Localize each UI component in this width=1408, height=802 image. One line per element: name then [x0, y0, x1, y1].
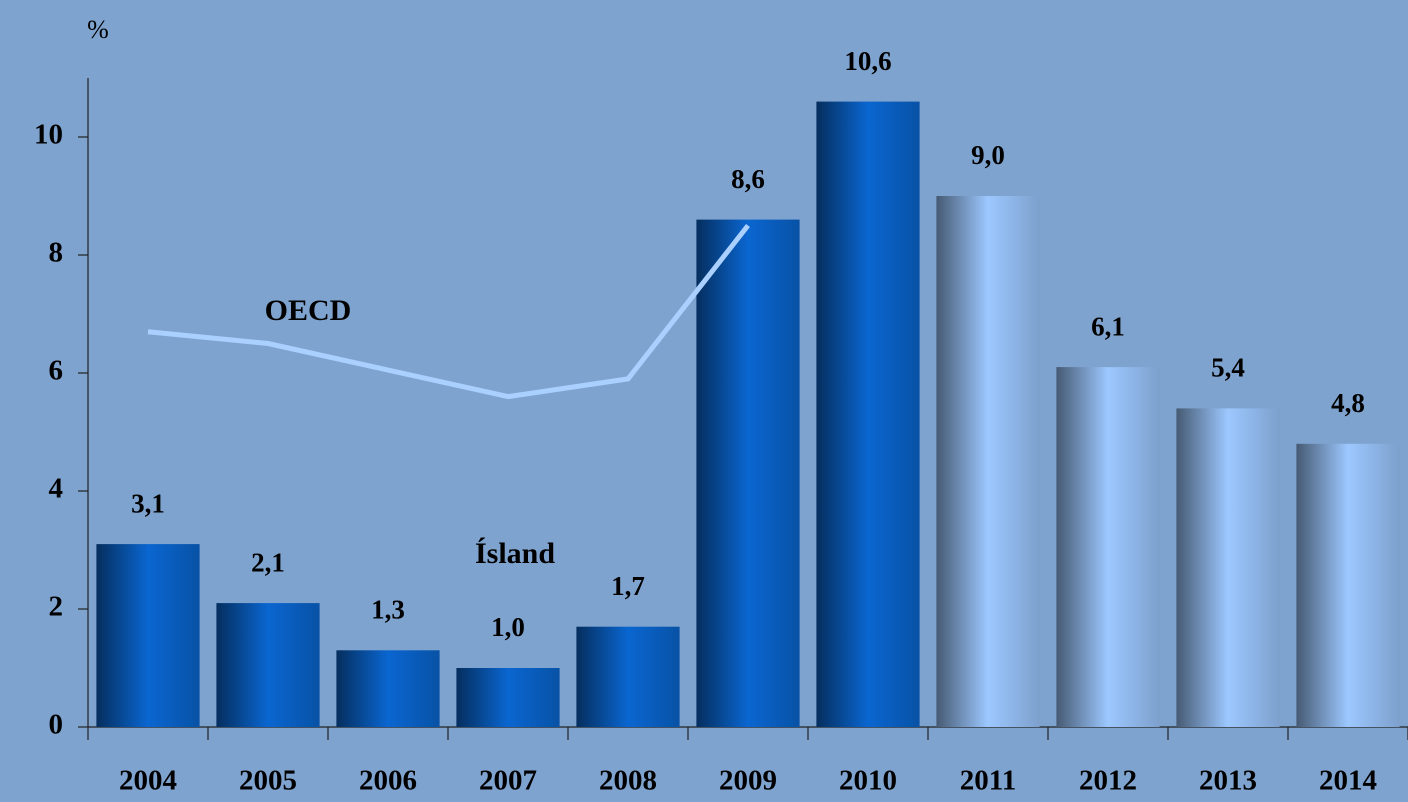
x-tick-label: 2008: [599, 765, 657, 797]
bar: [96, 544, 200, 727]
y-tick-label: 4: [49, 473, 64, 505]
data-label: 1,3: [371, 595, 405, 625]
line: [147, 223, 750, 400]
data-label: 1,7: [611, 571, 645, 601]
data-label: 8,6: [731, 164, 765, 194]
data-label: 6,1: [1091, 311, 1125, 341]
bar: [816, 101, 920, 728]
bar: [1056, 367, 1160, 727]
bar: [936, 196, 1040, 727]
y-axis-unit: %: [87, 15, 109, 44]
data-label: 5,4: [1211, 353, 1245, 383]
bar: [696, 219, 800, 727]
y-tick-label: 10: [34, 119, 63, 151]
bar: [336, 650, 440, 727]
x-tick-label: 2014: [1319, 765, 1377, 797]
bar: [216, 603, 320, 727]
bar: [456, 668, 560, 727]
y-tick-label: 8: [49, 237, 64, 269]
x-tick-label: 2009: [719, 765, 777, 797]
bar: [1296, 443, 1400, 727]
x-tick-label: 2011: [960, 765, 1016, 797]
data-label: 2,1: [251, 547, 285, 577]
data-label: 10,6: [844, 46, 891, 76]
series-label: OECD: [265, 294, 352, 327]
x-tick-label: 2012: [1079, 765, 1137, 797]
y-tick-label: 0: [49, 709, 64, 741]
bar: [576, 626, 680, 727]
data-label: 4,8: [1331, 388, 1365, 418]
x-tick-label: 2006: [359, 765, 417, 797]
data-label: 3,1: [131, 488, 165, 518]
series-label: Ísland: [475, 537, 555, 570]
x-tick-label: 2010: [839, 765, 897, 797]
data-label: 1,0: [491, 612, 525, 642]
x-tick-label: 2004: [119, 765, 177, 797]
bar: [1176, 408, 1280, 727]
x-tick-label: 2005: [239, 765, 297, 797]
x-tick-label: 2013: [1199, 765, 1257, 797]
y-tick-label: 6: [49, 355, 64, 387]
y-tick-label: 2: [49, 591, 64, 623]
data-label: 9,0: [971, 140, 1005, 170]
x-tick-label: 2007: [479, 765, 537, 797]
